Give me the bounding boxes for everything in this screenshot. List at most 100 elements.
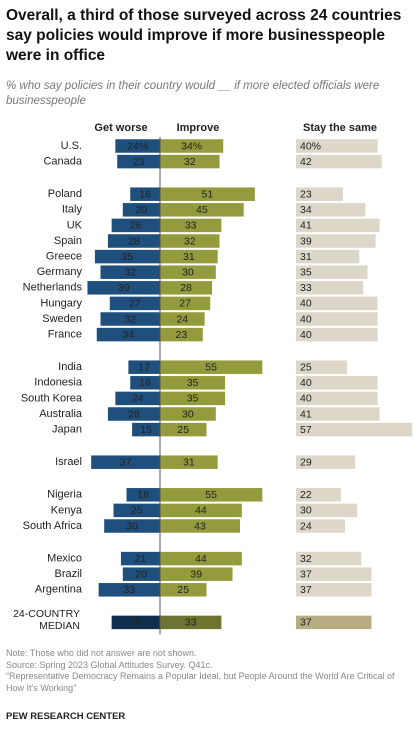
value-label: 31 (183, 251, 195, 263)
bar (130, 376, 160, 390)
category-label: France (48, 329, 82, 341)
bar (296, 187, 343, 201)
value-label: 41 (300, 220, 312, 232)
bar (296, 503, 358, 518)
note: “Representative Democracy Remains a Popu… (6, 671, 395, 693)
value-label: 24 (132, 393, 144, 405)
category-label-box: 24-COUNTRY MEDIAN (13, 608, 80, 632)
value-label: 31 (183, 456, 195, 468)
bar (117, 154, 160, 169)
bar (160, 583, 207, 597)
value-label: 37 (120, 456, 132, 468)
category-label: Hungary (40, 297, 82, 309)
value-label: 29 (300, 456, 312, 468)
chart-title: Overall, a third of those surveyed acros… (6, 7, 402, 64)
value-label: 17 (138, 361, 150, 373)
bar (160, 281, 213, 295)
value-label: 34 (123, 329, 135, 341)
bar (296, 376, 378, 390)
bar (87, 281, 160, 295)
value-label: 33 (185, 220, 197, 232)
value-label: 33 (123, 584, 135, 596)
value-label: 40 (300, 313, 312, 325)
value-label: 30 (182, 266, 194, 278)
value-label: 37 (300, 584, 312, 596)
bar (160, 203, 244, 217)
bar (296, 249, 360, 264)
bar (128, 360, 160, 374)
value-label: 32 (300, 553, 312, 565)
category-label: U.S. (61, 140, 82, 152)
category-label: Poland (48, 188, 82, 200)
value-label: 24 (176, 313, 188, 325)
bar (160, 234, 220, 248)
category-label: Kenya (51, 504, 83, 516)
bar (160, 488, 263, 502)
category-label: Israel (55, 456, 82, 468)
value-label: 30 (126, 520, 138, 532)
value-label: 40% (300, 140, 321, 152)
value-label: 40 (300, 393, 312, 405)
value-label: 23 (133, 156, 145, 168)
value-label: 16 (139, 188, 151, 200)
bar (296, 407, 380, 421)
source: PEW RESEARCH CENTER (6, 711, 126, 722)
bar (296, 455, 356, 469)
value-label: 24% (127, 140, 148, 152)
bar (120, 551, 160, 566)
category-label: South Africa (23, 520, 83, 532)
bar (132, 422, 160, 437)
bar (107, 234, 160, 248)
note: Source: Spring 2023 Global Attitudes Sur… (6, 659, 213, 670)
bar (160, 187, 255, 201)
value-label: 26 (130, 220, 142, 232)
bar (160, 615, 222, 630)
bar (160, 139, 224, 153)
bar (160, 551, 242, 566)
category-label: Canada (43, 156, 82, 168)
value-label: 35 (187, 393, 199, 405)
bar (296, 265, 368, 279)
category-label: Mexico (47, 553, 82, 565)
bar (98, 583, 160, 597)
bar (160, 407, 216, 421)
value-label: 37 (300, 617, 312, 629)
value-label: 40 (300, 329, 312, 341)
bar (296, 218, 380, 233)
value-label: 18 (137, 489, 149, 501)
value-label: 26 (130, 617, 142, 629)
category-label: Sweden (42, 313, 82, 325)
category-label: Netherlands (23, 282, 83, 294)
value-label: 22 (300, 489, 312, 501)
category-label: Nigeria (47, 489, 83, 501)
value-label: 23 (300, 188, 312, 200)
value-label: 33 (300, 282, 312, 294)
value-label: 57 (300, 424, 312, 436)
value-label: 35 (122, 251, 134, 263)
bar (296, 154, 382, 169)
bar (113, 503, 160, 518)
bar (109, 296, 160, 311)
value-label: 32 (184, 235, 196, 247)
bar (296, 519, 345, 533)
bar (296, 615, 372, 630)
category-label: Germany (37, 266, 83, 278)
value-label: 31 (300, 251, 312, 263)
bar (296, 139, 378, 153)
bar (160, 249, 218, 264)
bar (122, 567, 160, 581)
value-label: 40 (300, 377, 312, 389)
value-label: 55 (205, 489, 217, 501)
category-label: South Korea (21, 392, 83, 404)
value-label: 41 (300, 408, 312, 420)
bar (160, 567, 233, 581)
value-label: 34 (300, 204, 312, 216)
value-label: 39 (118, 282, 130, 294)
value-label: 25 (177, 584, 189, 596)
bar (130, 187, 160, 201)
value-label: 34% (181, 140, 202, 152)
bar (100, 312, 160, 326)
bar (296, 360, 347, 374)
bar (115, 139, 160, 153)
